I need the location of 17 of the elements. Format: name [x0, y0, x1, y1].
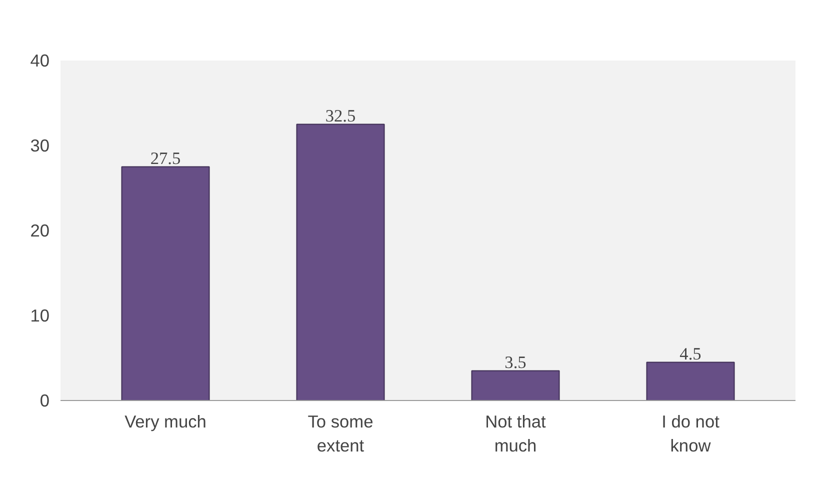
y-tick-label: 40: [30, 50, 50, 70]
bar: [471, 370, 560, 400]
y-tick-label: 0: [40, 390, 50, 410]
x-tick-label: To some extent: [308, 412, 374, 456]
y-tick-label: 20: [30, 220, 50, 240]
data-label: 27.5: [150, 148, 181, 168]
x-tick-label: I do not know: [662, 412, 720, 456]
x-tick-label: Not that much: [485, 412, 546, 456]
y-tick-label: 10: [30, 306, 50, 326]
data-label: 32.5: [325, 106, 356, 126]
bar: [121, 166, 210, 400]
bar: [646, 362, 735, 400]
data-label: 3.5: [504, 352, 526, 372]
y-tick-label: 30: [30, 136, 50, 156]
bar: [296, 124, 385, 400]
data-label: 4.5: [680, 344, 702, 364]
x-tick-label: Very much: [124, 412, 206, 432]
